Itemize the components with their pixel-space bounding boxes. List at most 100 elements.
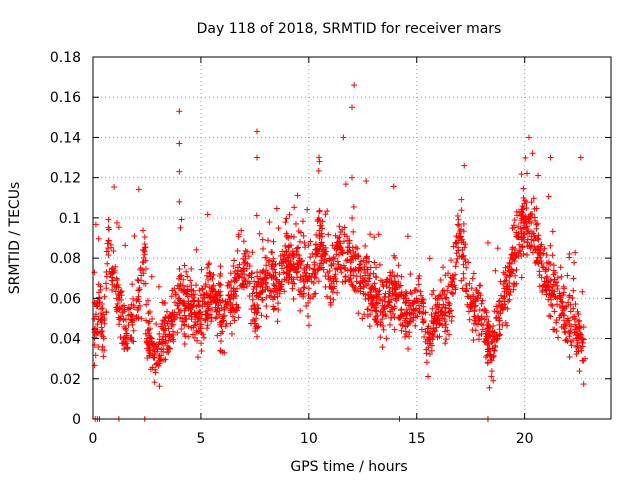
data-point [440, 264, 447, 271]
data-point [316, 154, 323, 161]
data-point [330, 296, 337, 303]
data-point [232, 288, 239, 295]
data-point [394, 272, 401, 279]
data-point [281, 288, 288, 295]
data-point [560, 311, 567, 318]
data-point [216, 292, 223, 299]
data-point [97, 283, 104, 290]
data-point [176, 295, 183, 302]
data-point [291, 204, 298, 211]
data-point [545, 193, 552, 200]
data-point [260, 245, 267, 252]
data-point [372, 273, 379, 280]
data-point [254, 304, 261, 311]
data-point [285, 235, 292, 242]
data-point [254, 269, 261, 276]
data-point [363, 254, 370, 261]
data-point [98, 331, 105, 338]
data-point [109, 286, 116, 293]
data-point [305, 291, 312, 298]
data-point [459, 246, 466, 253]
data-point [519, 209, 526, 216]
data-point [561, 328, 568, 335]
data-point [437, 308, 444, 315]
data-point [362, 242, 369, 249]
data-point [249, 316, 256, 323]
data-point [256, 230, 263, 237]
data-point [121, 306, 128, 313]
data-point [195, 354, 202, 361]
data-point [253, 212, 260, 219]
data-point [224, 301, 231, 308]
data-point [398, 327, 405, 334]
data-point [385, 301, 392, 308]
data-point [572, 249, 579, 256]
data-point [201, 317, 208, 324]
data-point [535, 232, 542, 239]
data-point [442, 272, 449, 279]
data-point [518, 274, 525, 281]
data-point [289, 254, 296, 261]
data-point [570, 305, 577, 312]
data-point [373, 293, 380, 300]
data-point [440, 301, 447, 308]
data-point [476, 336, 483, 343]
data-point [320, 242, 327, 249]
data-point [560, 283, 567, 290]
data-point [462, 258, 469, 265]
data-point [341, 278, 348, 285]
data-point [543, 291, 550, 298]
data-point [543, 252, 550, 259]
data-point [104, 260, 111, 267]
data-point [577, 154, 584, 161]
data-point [373, 291, 380, 298]
data-point [418, 298, 425, 305]
data-point [512, 272, 519, 279]
data-point [299, 218, 306, 225]
data-point [452, 263, 459, 270]
x-tick-label: 0 [89, 431, 98, 447]
data-point [235, 231, 242, 238]
data-point [328, 256, 335, 263]
data-point [95, 344, 102, 351]
data-point [282, 242, 289, 249]
data-point [294, 245, 301, 252]
data-point [570, 275, 577, 282]
data-point [461, 162, 468, 169]
data-point [520, 185, 527, 192]
data-point [466, 316, 473, 323]
data-point [93, 303, 100, 310]
data-point [484, 360, 491, 367]
data-point [304, 313, 311, 320]
data-point [405, 345, 412, 352]
data-point [136, 302, 143, 309]
data-point [575, 325, 582, 332]
data-point [301, 284, 308, 291]
data-point [280, 269, 287, 276]
data-point [263, 313, 270, 320]
data-point [423, 346, 430, 353]
data-point [111, 184, 118, 191]
data-point [140, 270, 147, 277]
data-point [483, 313, 490, 320]
data-point [434, 297, 441, 304]
data-point [582, 355, 589, 362]
data-point [360, 290, 367, 297]
data-point [535, 260, 542, 267]
data-point [460, 220, 467, 227]
data-point [196, 309, 203, 316]
data-point [361, 311, 368, 318]
data-point [349, 104, 355, 111]
data-point [370, 270, 377, 277]
data-point [550, 326, 557, 333]
data-point [188, 301, 195, 308]
data-point [289, 280, 296, 287]
data-point [525, 134, 532, 141]
data-point [569, 295, 576, 302]
data-point [305, 299, 312, 306]
data-point [288, 274, 295, 281]
data-point [274, 293, 281, 300]
data-point [347, 272, 354, 279]
data-point [524, 251, 531, 258]
data-point [518, 217, 525, 224]
